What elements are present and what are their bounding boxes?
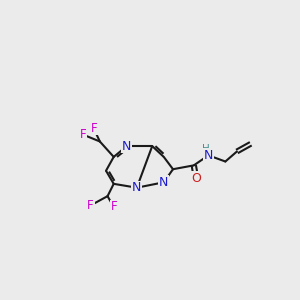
Text: N: N (204, 149, 213, 162)
Text: N: N (159, 176, 168, 189)
Text: O: O (191, 172, 201, 185)
Text: F: F (110, 200, 117, 213)
Text: F: F (90, 122, 97, 135)
Text: N: N (132, 181, 142, 194)
Text: N: N (122, 140, 131, 153)
Text: H: H (202, 144, 210, 154)
Text: F: F (87, 199, 94, 212)
Text: F: F (80, 128, 86, 141)
